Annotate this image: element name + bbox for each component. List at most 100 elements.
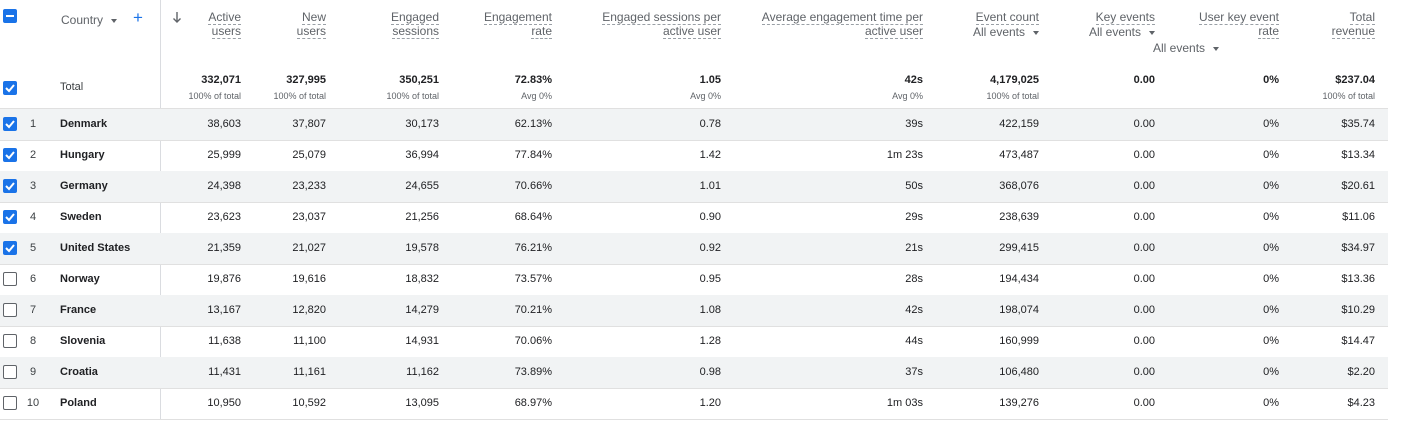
table-cell: 0.00 xyxy=(1133,273,1155,285)
column-header-7[interactable]: Event count All events xyxy=(929,10,1039,39)
event-filter-dropdown[interactable]: All events xyxy=(929,25,1039,39)
table-cell: 160,999 xyxy=(999,335,1039,347)
column-divider xyxy=(160,0,161,420)
country-name: Hungary xyxy=(60,149,105,161)
table-cell: 21,027 xyxy=(292,242,326,254)
column-header-2[interactable]: New users xyxy=(266,10,326,39)
column-title: Engagement xyxy=(483,10,552,25)
table-cell: 24,655 xyxy=(405,180,439,192)
total-subvalue: 100% of total xyxy=(188,91,241,101)
table-cell: 194,434 xyxy=(999,273,1039,285)
dimension-selector[interactable]: Country xyxy=(61,13,118,27)
row-index: 7 xyxy=(29,304,37,316)
table-row[interactable]: 3 Germany 24,398 23,233 24,655 70.66% 1.01 50s 3… xyxy=(0,171,1388,202)
country-name: United States xyxy=(60,242,131,254)
table-cell: $10.29 xyxy=(1341,304,1375,316)
row-checkbox[interactable] xyxy=(3,241,17,255)
column-title-line2: users xyxy=(211,24,241,39)
row-index: 1 xyxy=(29,118,37,130)
select-all-checkbox[interactable] xyxy=(3,9,17,23)
total-checkbox[interactable] xyxy=(3,81,17,95)
chevron-down-icon xyxy=(1033,30,1039,35)
column-header-5[interactable]: Engaged sessions per active user xyxy=(541,10,721,39)
filter-label: All events xyxy=(1153,41,1206,55)
table-cell: 70.66% xyxy=(514,180,552,192)
table-cell: 238,639 xyxy=(999,211,1039,223)
table-cell: 44s xyxy=(905,335,923,347)
table-cell: 14,279 xyxy=(405,304,439,316)
column-title: Active xyxy=(208,10,241,25)
table-row[interactable]: 2 Hungary 25,999 25,079 36,994 77.84% 1.42 1m 2… xyxy=(0,140,1388,171)
row-checkbox[interactable] xyxy=(3,148,17,162)
table-row[interactable]: 9 Croatia 11,431 11,161 11,162 73.89% 0.98 37s 1… xyxy=(0,357,1388,388)
table-cell: 76.21% xyxy=(514,242,552,254)
table-cell: 39s xyxy=(905,118,923,130)
chevron-down-icon xyxy=(1213,46,1220,51)
total-value: 332,071 xyxy=(201,74,241,86)
column-header-1[interactable]: Active users xyxy=(171,10,241,39)
column-header-4[interactable]: Engagement rate xyxy=(462,10,552,39)
table-cell: 139,276 xyxy=(999,397,1039,409)
row-checkbox[interactable] xyxy=(3,303,17,317)
table-cell: $13.34 xyxy=(1341,149,1375,161)
table-cell: 50s xyxy=(905,180,923,192)
table-row[interactable]: 1 Denmark 38,603 37,807 30,173 62.13% 0.78 39s 4… xyxy=(0,109,1388,140)
table-cell: 62.13% xyxy=(514,118,552,130)
table-cell: 21s xyxy=(905,242,923,254)
event-filter-dropdown[interactable]: All events xyxy=(1153,41,1279,55)
row-checkbox[interactable] xyxy=(3,334,17,348)
table-cell: 0.95 xyxy=(699,273,721,285)
column-title-line2: rate xyxy=(531,24,552,39)
table-cell: $34.97 xyxy=(1341,242,1375,254)
table-cell: 0.92 xyxy=(699,242,721,254)
row-checkbox[interactable] xyxy=(3,396,17,410)
table-cell: 0% xyxy=(1263,335,1279,347)
column-title: Key events xyxy=(1095,10,1155,25)
column-header-6[interactable]: Average engagement time per active user xyxy=(723,10,923,39)
plus-icon[interactable]: + xyxy=(133,8,143,27)
total-subvalue: 100% of total xyxy=(386,91,439,101)
filter-label: All events xyxy=(972,25,1025,39)
arrow-down-icon[interactable] xyxy=(172,10,182,29)
table-cell: 10,592 xyxy=(292,397,326,409)
table-row[interactable]: 4 Sweden 23,623 23,037 21,256 68.64% 0.90 29s 23… xyxy=(0,202,1388,233)
row-checkbox[interactable] xyxy=(3,117,17,131)
row-checkbox[interactable] xyxy=(3,272,17,286)
column-header-8[interactable]: Key events All events xyxy=(1055,10,1155,39)
row-checkbox[interactable] xyxy=(3,179,17,193)
table-cell: 36,994 xyxy=(405,149,439,161)
table-cell: 1.20 xyxy=(699,397,721,409)
table-cell: 198,074 xyxy=(999,304,1039,316)
column-title-line2: users xyxy=(296,24,326,39)
table-cell: 473,487 xyxy=(999,149,1039,161)
table-cell: 23,037 xyxy=(292,211,326,223)
table-cell: 28s xyxy=(905,273,923,285)
country-name: Slovenia xyxy=(60,335,106,347)
row-checkbox[interactable] xyxy=(3,365,17,379)
table-cell: 0.00 xyxy=(1133,118,1155,130)
chevron-down-icon xyxy=(111,18,118,23)
table-cell: 0% xyxy=(1263,180,1279,192)
column-header-10[interactable]: Total revenue xyxy=(1305,10,1375,39)
column-header-3[interactable]: Engaged sessions xyxy=(359,10,439,39)
table-cell: 106,480 xyxy=(999,366,1039,378)
table-cell: 368,076 xyxy=(999,180,1039,192)
table-row[interactable]: 5 United States 21,359 21,027 19,578 76.21% 0.… xyxy=(0,233,1388,264)
table-row[interactable]: 7 France 13,167 12,820 14,279 70.21% 1.08 42s 19… xyxy=(0,295,1388,326)
total-value: 327,995 xyxy=(286,74,326,86)
table-cell: $11.06 xyxy=(1342,211,1375,223)
event-filter-dropdown[interactable]: All events xyxy=(1055,25,1155,39)
table-row[interactable]: 8 Slovenia 11,638 11,100 14,931 70.06% 1.28 44s… xyxy=(0,326,1388,357)
table-cell: 11,638 xyxy=(208,335,241,347)
row-index: 8 xyxy=(29,335,37,347)
column-title: Engaged sessions per xyxy=(602,10,721,25)
table-row[interactable]: 10 Poland 10,950 10,592 13,095 68.97% 1.20 1m 0… xyxy=(0,388,1388,419)
dimension-label: Country xyxy=(61,13,104,27)
table-cell: 0% xyxy=(1263,149,1279,161)
row-checkbox[interactable] xyxy=(3,210,17,224)
divider xyxy=(0,326,1388,327)
divider xyxy=(0,264,1388,265)
column-header-9[interactable]: User key event rate All events xyxy=(1153,10,1279,55)
table-row[interactable]: 6 Norway 19,876 19,616 18,832 73.57% 0.95 28s 19… xyxy=(0,264,1388,295)
table-cell: 77.84% xyxy=(514,149,552,161)
